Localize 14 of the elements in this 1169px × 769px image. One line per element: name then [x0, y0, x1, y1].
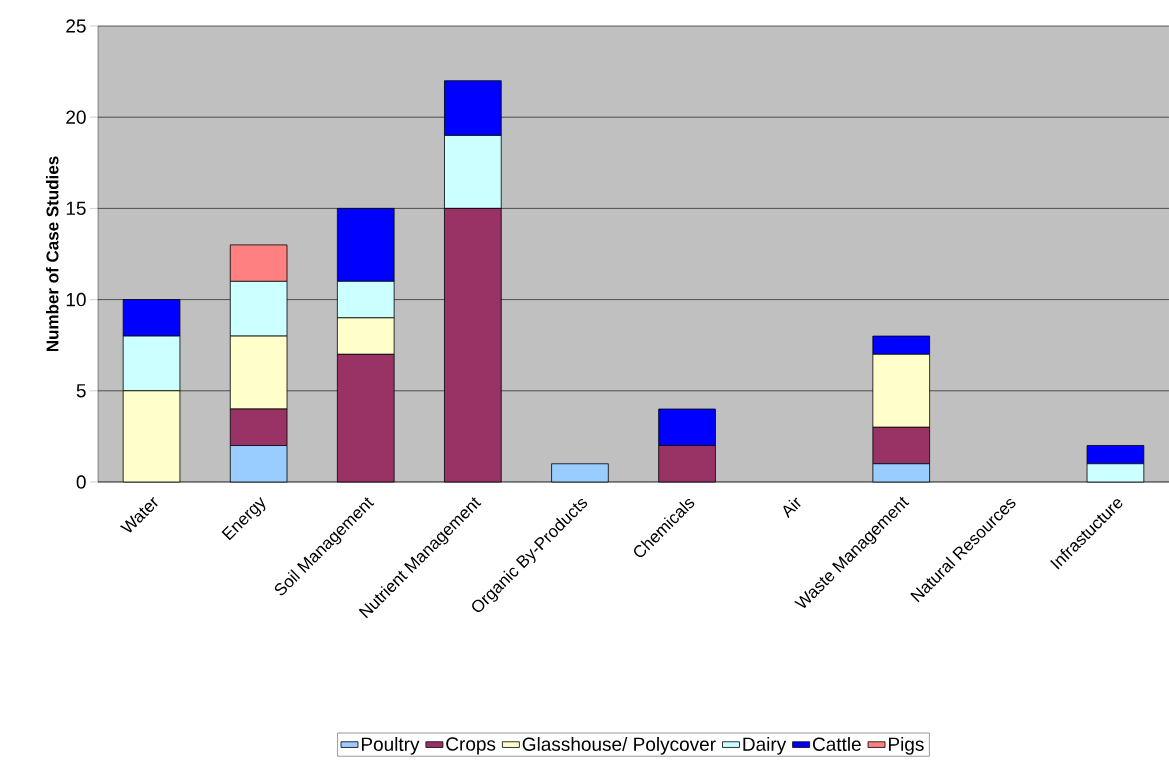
y-axis-title: Number of Case Studies — [46, 156, 59, 352]
legend-label: Crops — [446, 737, 496, 755]
y-tick-label: 0 — [76, 475, 86, 489]
legend-label: Dairy — [743, 736, 787, 755]
x-tick-label: Air — [783, 497, 801, 519]
y-tick-label: 15 — [66, 201, 86, 216]
y-tick-label: 10 — [66, 292, 86, 307]
legend-label: Poultry — [361, 736, 420, 755]
legend-label: Pigs — [889, 736, 924, 755]
legend-label: Cattle — [812, 736, 861, 751]
legend-label: Glasshouse/ Polycover — [522, 736, 716, 755]
y-tick-label: 20 — [66, 110, 86, 124]
y-tick-label: 25 — [66, 19, 86, 33]
y-tick-label: 5 — [76, 384, 86, 398]
